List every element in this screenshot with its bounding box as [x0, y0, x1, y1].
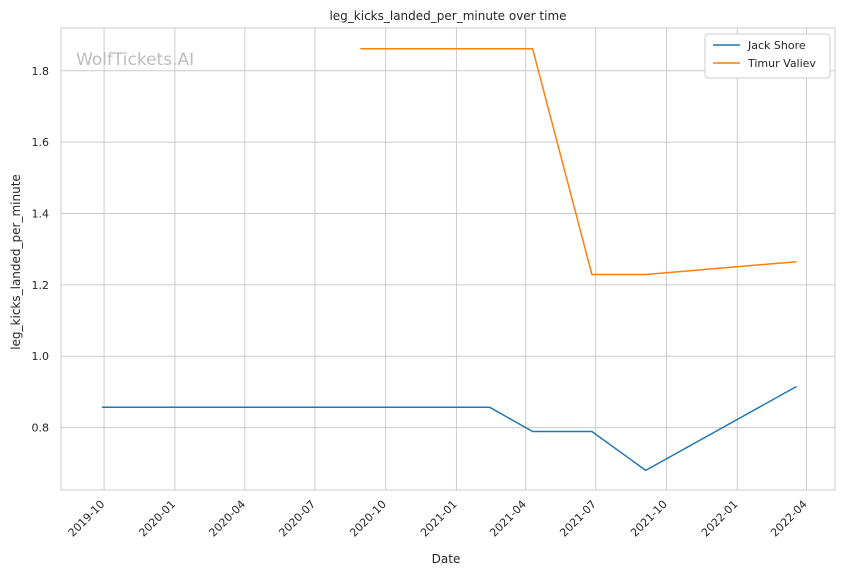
- y-tick-label: 1.8: [32, 65, 50, 78]
- x-tick-label: 2022-04: [768, 498, 810, 540]
- legend-label-jack-shore: Jack Shore: [747, 39, 806, 52]
- y-tick-label: 0.8: [32, 422, 50, 435]
- x-tick-label: 2021-07: [557, 498, 599, 540]
- x-tick-label: 2020-10: [347, 498, 389, 540]
- x-tick-label: 2021-04: [487, 498, 529, 540]
- x-tick-label: 2019-10: [66, 498, 108, 540]
- legend: Jack Shore Timur Valiev: [704, 33, 831, 79]
- series-layer: [101, 47, 797, 472]
- x-tick-label: 2020-07: [276, 498, 318, 540]
- y-tick-label: 1.2: [32, 279, 50, 292]
- plot-area: [60, 27, 836, 491]
- y-tick-label: 1.0: [32, 350, 50, 363]
- legend-label-timur-valiev: Timur Valiev: [747, 57, 816, 70]
- series-line-1: [360, 47, 797, 276]
- x-tick-label: 2022-01: [699, 498, 741, 540]
- x-tick-label: 2020-01: [136, 498, 178, 540]
- y-axis-title: leg_kicks_landed_per_minute: [9, 174, 23, 350]
- y-tick-labels: 0.8 1.0 1.2 1.4 1.6 1.8: [32, 65, 50, 435]
- series-line-0: [101, 385, 797, 472]
- x-tick-label: 2020-04: [206, 498, 248, 540]
- x-tick-labels: 2019-10 2020-01 2020-04 2020-07 2020-10 2021-…: [66, 498, 810, 540]
- x-tick-label: 2021-10: [628, 498, 670, 540]
- watermark-text: WolfTickets.AI: [76, 50, 194, 70]
- y-tick-label: 1.4: [32, 208, 50, 221]
- y-tick-label: 1.6: [32, 136, 50, 149]
- x-tick-label: 2021-01: [418, 498, 460, 540]
- x-axis-title: Date: [432, 552, 461, 566]
- chart-title: leg_kicks_landed_per_minute over time: [329, 9, 566, 23]
- grid-lines: [61, 28, 835, 490]
